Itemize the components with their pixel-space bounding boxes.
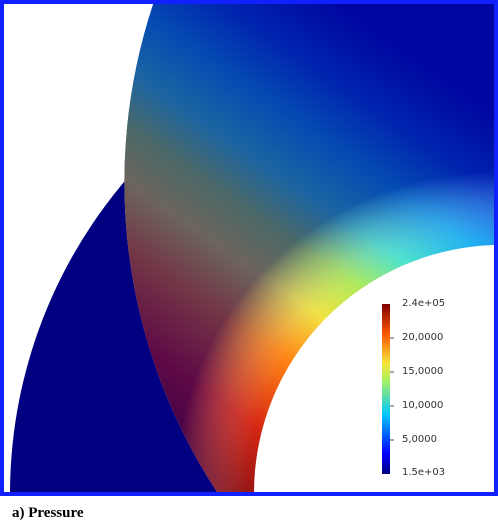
colorbar-ticks [390,337,394,441]
colorbar-tick-label: 10,0000 [402,400,444,411]
colorbar-tick-label: 20,0000 [402,332,444,343]
figure-panel: 2.4e+05 20,0000 15,0000 10,0000 5,0000 1… [0,0,498,496]
colorbar-tick-label: 15,0000 [402,366,444,377]
colorbar [382,304,390,474]
pressure-field-plot [10,4,494,492]
figure-caption: a) Pressure [12,505,84,521]
colorbar-max-label: 2.4e+05 [402,298,446,309]
colorbar-tick-label: 5,0000 [402,434,437,445]
colorbar-min-label: 1.5e+03 [402,467,446,478]
